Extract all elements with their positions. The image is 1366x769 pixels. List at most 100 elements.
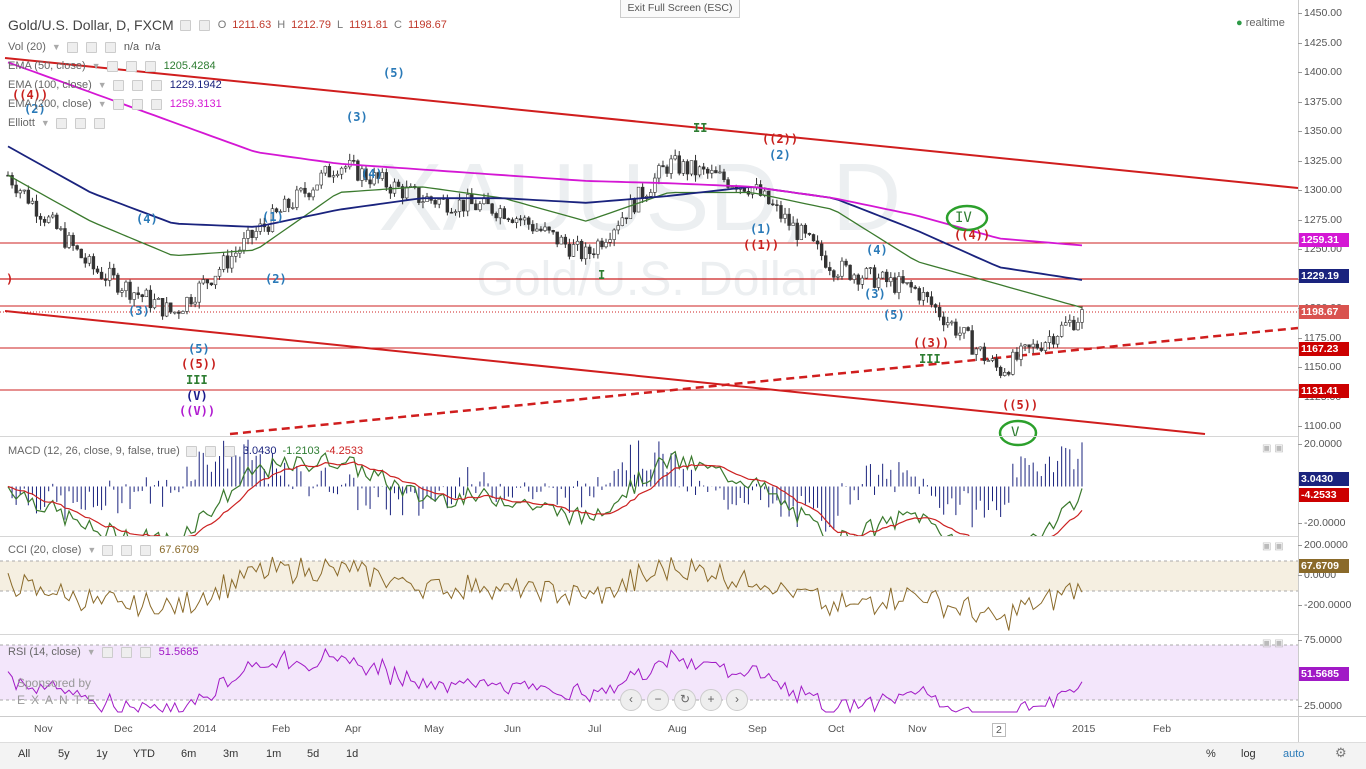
close-icon[interactable] bbox=[150, 79, 162, 91]
candle bbox=[640, 186, 645, 199]
settings-icon[interactable] bbox=[55, 117, 67, 129]
settings-icon[interactable] bbox=[185, 445, 197, 457]
price-tick: 1275.00 bbox=[1298, 213, 1342, 226]
legend-macd[interactable]: MACD (12, 26, close, 9, false, true) 3.04… bbox=[8, 445, 363, 457]
sponsor-logo[interactable]: EXANTE bbox=[17, 693, 102, 707]
zoom-in-button[interactable]: + bbox=[700, 689, 722, 711]
close-icon[interactable] bbox=[139, 646, 151, 658]
auto-toggle[interactable]: auto bbox=[1283, 748, 1305, 760]
settings-icon[interactable] bbox=[112, 98, 124, 110]
range-button[interactable]: YTD bbox=[133, 748, 155, 760]
hide-icon[interactable] bbox=[131, 79, 143, 91]
candle bbox=[169, 302, 173, 313]
settings-icon[interactable] bbox=[179, 19, 191, 31]
hide-icon[interactable] bbox=[125, 60, 137, 72]
wave-label: ((4)) bbox=[12, 88, 49, 102]
rsi-value: 51.5685 bbox=[158, 646, 199, 658]
hide-icon[interactable] bbox=[85, 41, 97, 53]
pane-maximize-icon[interactable]: ▣ ▣ bbox=[1262, 541, 1284, 552]
pane-separator[interactable] bbox=[0, 634, 1298, 635]
price-chart[interactable]: XAUUSD, D Gold/U.S. Dollar bbox=[0, 0, 1298, 716]
wave-label: (4) bbox=[361, 167, 383, 181]
candle bbox=[368, 179, 372, 185]
macd-chart[interactable] bbox=[0, 437, 1298, 536]
candle bbox=[303, 187, 307, 194]
close-icon[interactable] bbox=[150, 98, 162, 110]
close-icon[interactable] bbox=[144, 60, 156, 72]
rsi-chart[interactable] bbox=[0, 635, 1298, 716]
wave-label: (4) bbox=[136, 212, 158, 226]
settings-icon[interactable] bbox=[66, 41, 78, 53]
candle bbox=[1031, 343, 1035, 348]
hide-icon[interactable] bbox=[198, 19, 210, 31]
ema200-value: 1259.3131 bbox=[169, 98, 222, 110]
settings-icon[interactable] bbox=[106, 60, 118, 72]
chevron-down-icon[interactable]: ▼ bbox=[86, 647, 96, 657]
legend-ema100[interactable]: EMA (100, close) ▼ 1229.1942 bbox=[8, 79, 222, 91]
chevron-down-icon[interactable]: ▼ bbox=[97, 99, 107, 109]
pane-separator[interactable] bbox=[0, 536, 1298, 537]
legend-vol[interactable]: Vol (20) ▼ n/a n/a bbox=[8, 41, 160, 53]
candle bbox=[783, 213, 787, 219]
range-button[interactable]: 6m bbox=[181, 748, 197, 760]
cci-band bbox=[0, 561, 1298, 591]
candle bbox=[1076, 321, 1080, 331]
exit-fullscreen-button[interactable]: Exit Full Screen (ESC) bbox=[620, 0, 740, 18]
pane-maximize-icon[interactable]: ▣ ▣ bbox=[1262, 638, 1284, 649]
settings-icon[interactable] bbox=[102, 544, 114, 556]
chevron-down-icon[interactable]: ▼ bbox=[91, 61, 101, 71]
gear-icon[interactable]: ⚙ bbox=[1335, 745, 1347, 760]
hide-icon[interactable] bbox=[120, 646, 132, 658]
scroll-left-button[interactable]: ‹ bbox=[620, 689, 642, 711]
legend-ema50[interactable]: EMA (50, close) ▼ 1205.4284 bbox=[8, 60, 216, 72]
settings-icon[interactable] bbox=[112, 79, 124, 91]
range-button[interactable]: All bbox=[18, 748, 31, 760]
close-icon[interactable] bbox=[140, 544, 152, 556]
legend-elliott[interactable]: Elliott ▼ bbox=[8, 117, 107, 129]
candle bbox=[868, 267, 873, 269]
pane-separator[interactable] bbox=[0, 436, 1298, 437]
range-button[interactable]: 5y bbox=[58, 748, 70, 760]
settings-icon[interactable] bbox=[101, 646, 113, 658]
range-button[interactable]: 1m bbox=[266, 748, 282, 760]
chevron-down-icon[interactable]: ▼ bbox=[40, 118, 50, 128]
zoom-out-button[interactable]: − bbox=[647, 689, 669, 711]
candle bbox=[555, 231, 559, 245]
hide-icon[interactable] bbox=[121, 544, 133, 556]
scroll-right-button[interactable]: › bbox=[726, 689, 748, 711]
candle bbox=[55, 214, 59, 229]
candle bbox=[559, 236, 563, 245]
symbol-title[interactable]: Gold/U.S. Dollar, D, FXCM bbox=[8, 17, 174, 33]
candle bbox=[254, 231, 258, 238]
candle bbox=[758, 184, 763, 196]
close-icon[interactable] bbox=[104, 41, 116, 53]
candle bbox=[209, 282, 214, 286]
legend-ema200[interactable]: EMA (200, close) ▼ 1259.3131 bbox=[8, 98, 222, 110]
cci-chart[interactable] bbox=[0, 537, 1298, 634]
pane-maximize-icon[interactable]: ▣ ▣ bbox=[1262, 443, 1284, 454]
range-button[interactable]: 1y bbox=[96, 748, 108, 760]
price-axis[interactable] bbox=[1298, 0, 1366, 742]
time-axis[interactable] bbox=[0, 716, 1298, 743]
chevron-down-icon[interactable]: ▼ bbox=[97, 80, 107, 90]
legend-cci[interactable]: CCI (20, close) ▼ 67.6709 bbox=[8, 544, 199, 556]
hide-icon[interactable] bbox=[74, 117, 86, 129]
range-button[interactable]: 3m bbox=[223, 748, 239, 760]
range-button[interactable]: 5d bbox=[307, 748, 320, 760]
wave-label: (3) bbox=[864, 287, 886, 301]
close-icon[interactable] bbox=[93, 117, 105, 129]
wave-label: (2) bbox=[265, 272, 287, 286]
candle bbox=[685, 161, 690, 175]
hide-icon[interactable] bbox=[131, 98, 143, 110]
close-icon[interactable] bbox=[223, 445, 235, 457]
ema200-name: EMA (200, close) bbox=[8, 98, 92, 110]
percent-toggle[interactable]: % bbox=[1206, 748, 1216, 760]
chevron-down-icon[interactable]: ▼ bbox=[87, 545, 97, 555]
legend-rsi[interactable]: RSI (14, close) ▼ 51.5685 bbox=[8, 646, 198, 658]
chevron-down-icon[interactable]: ▼ bbox=[51, 42, 61, 52]
log-toggle[interactable]: log bbox=[1241, 748, 1256, 760]
candle bbox=[128, 281, 132, 300]
reset-button[interactable]: ↻ bbox=[674, 689, 696, 711]
hide-icon[interactable] bbox=[204, 445, 216, 457]
range-button[interactable]: 1d bbox=[346, 748, 359, 760]
